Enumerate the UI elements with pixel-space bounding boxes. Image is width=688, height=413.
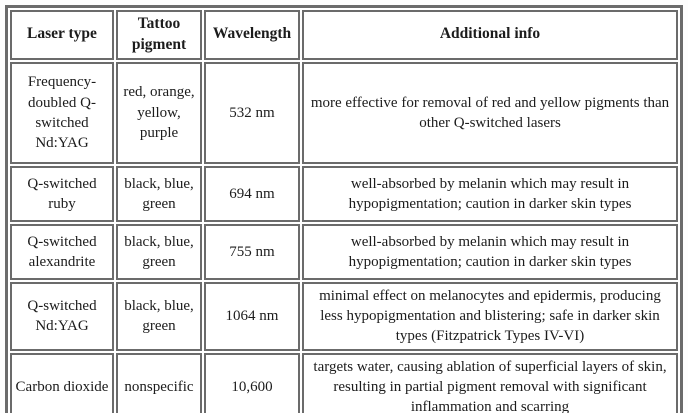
table-row: Q-switched Nd:YAG black, blue, green 106… <box>10 281 678 351</box>
cell-additional-info: minimal effect on melanocytes and epider… <box>302 281 678 351</box>
table-row: Carbon dioxide nonspecific 10,600 target… <box>10 352 678 413</box>
cell-additional-info: well-absorbed by melanin which may resul… <box>302 165 678 222</box>
cell-additional-info: well-absorbed by melanin which may resul… <box>302 223 678 280</box>
cell-wavelength: 532 nm <box>204 61 300 164</box>
table-row: Q-switched ruby black, blue, green 694 n… <box>10 165 678 222</box>
laser-comparison-table: Laser type Tattoo pigment Wavelength Add… <box>5 5 683 413</box>
cell-laser-type: Q-switched Nd:YAG <box>10 281 114 351</box>
column-header-additional-info: Additional info <box>302 10 678 60</box>
cell-laser-type: Frequency-doubled Q-switched Nd:YAG <box>10 61 114 164</box>
cell-wavelength: 694 nm <box>204 165 300 222</box>
cell-additional-info: targets water, causing ablation of super… <box>302 352 678 413</box>
cell-tattoo-pigment: nonspecific <box>116 352 202 413</box>
cell-wavelength: 1064 nm <box>204 281 300 351</box>
cell-tattoo-pigment: black, blue, green <box>116 223 202 280</box>
column-header-tattoo-pigment: Tattoo pigment <box>116 10 202 60</box>
cell-laser-type: Carbon dioxide <box>10 352 114 413</box>
cell-tattoo-pigment: black, blue, green <box>116 165 202 222</box>
cell-tattoo-pigment: black, blue, green <box>116 281 202 351</box>
cell-wavelength: 755 nm <box>204 223 300 280</box>
table-row: Q-switched alexandrite black, blue, gree… <box>10 223 678 280</box>
column-header-laser-type: Laser type <box>10 10 114 60</box>
column-header-wavelength: Wavelength <box>204 10 300 60</box>
cell-laser-type: Q-switched ruby <box>10 165 114 222</box>
cell-wavelength: 10,600 <box>204 352 300 413</box>
cell-tattoo-pigment: red, orange, yellow, purple <box>116 61 202 164</box>
cell-additional-info: more effective for removal of red and ye… <box>302 61 678 164</box>
cell-laser-type: Q-switched alexandrite <box>10 223 114 280</box>
table-header-row: Laser type Tattoo pigment Wavelength Add… <box>10 10 678 60</box>
table-row: Frequency-doubled Q-switched Nd:YAG red,… <box>10 61 678 164</box>
